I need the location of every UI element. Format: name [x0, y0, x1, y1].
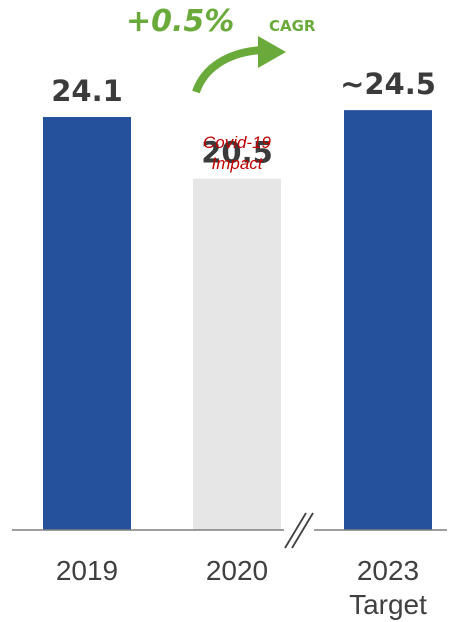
covid-note-line1: Covid-19	[203, 133, 272, 152]
value-label-2023: ~24.5	[340, 67, 436, 101]
bar-2019	[43, 117, 131, 530]
covid-note-line2: Impact	[211, 154, 263, 173]
bar-2023	[344, 110, 432, 530]
labels-group: 24.1 20.5 ~24.5	[51, 67, 436, 170]
cagr-value: +0.5%	[126, 4, 234, 39]
axis-break-icon	[284, 512, 314, 549]
value-label-2020: 20.5	[201, 136, 273, 170]
category-sublabel-2023: Target	[349, 589, 427, 620]
growth-arrow-icon	[192, 36, 286, 94]
value-label-2019: 24.1	[51, 74, 123, 108]
bars-group	[43, 110, 432, 531]
category-label-2023: 2023	[357, 555, 419, 586]
category-label-2019: 2019	[56, 555, 118, 586]
cagr-label: CAGR	[269, 17, 316, 35]
category-label-2020: 2020	[206, 555, 268, 586]
bar-2020	[193, 178, 281, 531]
